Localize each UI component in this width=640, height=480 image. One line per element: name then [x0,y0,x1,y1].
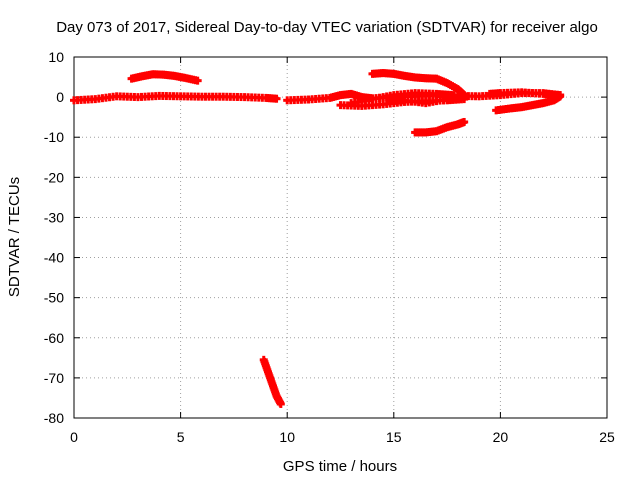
x-tick-label: 10 [279,429,295,445]
data-point [556,91,565,100]
plot-frame [73,56,608,419]
data-point [193,76,202,85]
y-tick-label: -40 [44,250,64,266]
y-tick-label: 0 [56,89,64,105]
x-axis-label: GPS time / hours [283,458,397,475]
x-tick-label: 20 [493,429,509,445]
x-tick-label: 0 [70,429,78,445]
data-point [460,91,469,100]
data-points [70,69,565,408]
y-tick-label: 10 [48,49,64,65]
y-axis-label: SDTVAR / TECUs [6,177,23,297]
chart-title: Day 073 of 2017, Sidereal Day-to-day VTE… [56,19,598,36]
y-tick-label: -60 [44,330,64,346]
y-tick-label: -70 [44,370,64,386]
y-tick-labels: 10 0 -10 -20 -30 -40 -50 -60 -70 -80 [44,49,64,426]
data-point [276,399,285,408]
grid-lines [74,57,607,418]
axis-ticks [73,56,608,419]
y-tick-label: -80 [44,410,64,426]
y-tick-label: -20 [44,169,64,185]
y-tick-label: -30 [44,209,64,225]
x-tick-labels: 0 5 10 15 20 25 [70,429,615,445]
data-point [460,117,469,126]
x-tick-label: 5 [177,429,185,445]
y-tick-label: -50 [44,290,64,306]
y-tick-label: -10 [44,129,64,145]
x-tick-label: 15 [386,429,402,445]
data-point [272,94,281,103]
x-tick-label: 25 [599,429,615,445]
